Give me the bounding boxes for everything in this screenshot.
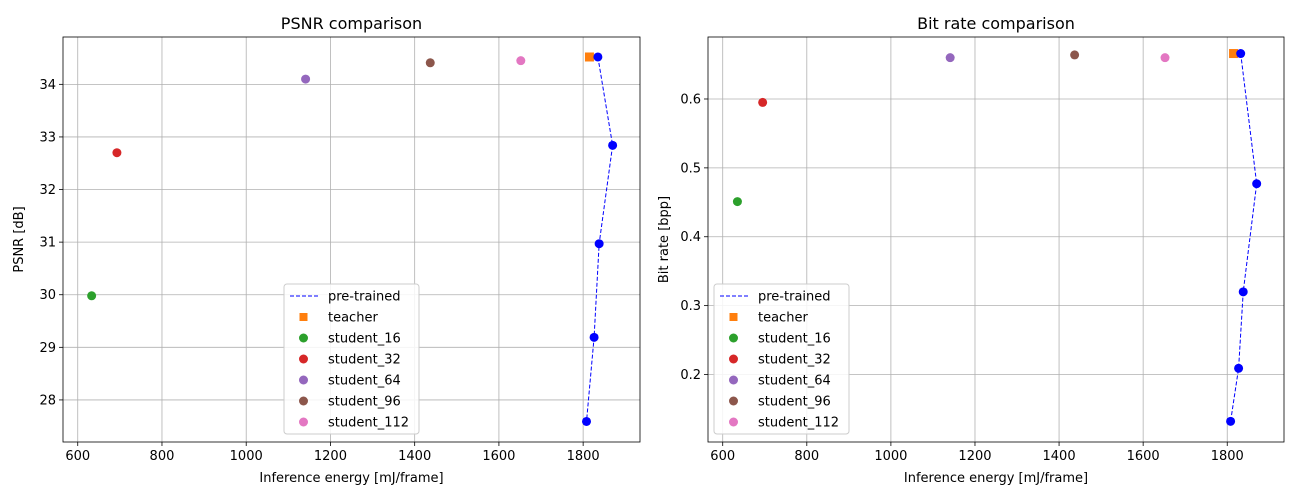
y-tick-label: 28 <box>39 393 56 408</box>
y-tick-label: 0.6 <box>680 92 701 107</box>
legend-student_112-marker <box>299 417 308 427</box>
legend-pretrained-label: pre-trained <box>758 290 831 305</box>
y-tick-label: 0.2 <box>680 368 701 383</box>
x-axis-label: Inference energy [mJ/frame] <box>259 471 443 486</box>
y-axis-label: PSNR [dB] <box>12 206 27 272</box>
legend-student_96-label: student_96 <box>758 395 831 410</box>
pretrained-point <box>608 140 618 150</box>
student_112-point <box>516 56 526 66</box>
pretrained-point <box>582 416 592 426</box>
bitrate-axes-frame <box>707 36 1285 443</box>
student_96-point <box>1070 50 1080 60</box>
y-tick-label: 0.3 <box>680 299 701 314</box>
student_112-point <box>1160 53 1170 63</box>
y-tick-label: 32 <box>39 183 56 198</box>
legend-student_96-marker <box>729 396 738 406</box>
legend-student_112-label: student_112 <box>758 416 839 431</box>
y-tick-label: 34 <box>39 78 56 93</box>
legend-student_64-label: student_64 <box>328 374 401 389</box>
x-axis-label: Inference energy [mJ/frame] <box>904 471 1088 486</box>
x-tick-label: 1400 <box>1043 449 1076 464</box>
teacher-point <box>584 52 594 62</box>
legend-student_64-marker <box>299 375 308 385</box>
legend-student_64-label: student_64 <box>758 374 831 389</box>
legend-teacher-marker <box>729 313 738 321</box>
x-tick-label: 1600 <box>1127 449 1160 464</box>
student_16-point <box>87 291 97 301</box>
y-tick-label: 30 <box>39 288 56 303</box>
student_32-point <box>112 148 122 158</box>
psnr-legend: pre-trained teacher student_16 student_32st… <box>283 283 420 435</box>
pretrained-point <box>1252 179 1262 189</box>
legend-teacher-marker <box>299 313 308 321</box>
y-axis-label: Bit rate [bpp] <box>657 196 672 283</box>
legend-student_32-label: student_32 <box>758 353 831 368</box>
x-tick-label: 600 <box>65 449 90 464</box>
pretrained-point <box>1236 49 1246 59</box>
pretrained-point <box>1238 287 1248 297</box>
psnr-title: PSNR comparison <box>281 14 422 33</box>
student_16-point <box>732 197 742 207</box>
pretrained-point <box>1226 416 1236 426</box>
student_64-point <box>945 53 955 63</box>
student_32-point <box>758 97 768 107</box>
legend-student_64-marker <box>729 375 738 385</box>
legend-pretrained-label: pre-trained <box>328 290 401 305</box>
bitrate-legend: pre-trained teacher student_16 student_32st… <box>713 283 850 435</box>
legend-student_96-label: student_96 <box>328 395 401 410</box>
x-tick-label: 1000 <box>230 449 263 464</box>
psnr-chart: PSNR comparison 600 800 1000 1200 1400 1600 180… <box>12 14 641 486</box>
y-tick-label: 0.5 <box>680 161 701 176</box>
x-tick-label: 800 <box>150 449 175 464</box>
pretrained-point <box>1234 363 1244 373</box>
legend-student_32-label: student_32 <box>328 353 401 368</box>
legend-student_32-marker <box>299 354 308 364</box>
legend-student_32-marker <box>729 354 738 364</box>
pretrained-point <box>594 239 604 249</box>
legend-student_16-marker <box>299 333 308 343</box>
bitrate-title: Bit rate comparison <box>917 14 1075 33</box>
legend-student_112-marker <box>729 417 738 427</box>
student_64-point <box>301 74 311 84</box>
student_96-point <box>425 58 435 68</box>
x-tick-label: 1200 <box>314 449 347 464</box>
legend-teacher-label: teacher <box>328 311 378 326</box>
x-tick-label: 1200 <box>958 449 991 464</box>
x-tick-label: 1800 <box>1211 449 1244 464</box>
teacher-point <box>1229 49 1239 59</box>
y-tick-label: 31 <box>39 236 56 251</box>
bitrate-chart: Bit rate comparison 600 800 1000 1200 1400 160… <box>657 14 1285 486</box>
x-tick-label: 1000 <box>874 449 907 464</box>
x-tick-label: 1800 <box>567 449 600 464</box>
legend-teacher-label: teacher <box>758 311 808 326</box>
x-tick-label: 1600 <box>482 449 515 464</box>
y-tick-label: 33 <box>39 130 56 145</box>
legend-student_16-marker <box>729 333 738 343</box>
legend-student_112-label: student_112 <box>328 416 409 431</box>
legend-student_96-marker <box>299 396 308 406</box>
y-tick-label: 29 <box>39 341 56 356</box>
legend-box <box>283 283 420 435</box>
y-tick-label: 0.4 <box>680 230 701 245</box>
x-tick-label: 600 <box>710 449 735 464</box>
pretrained-point <box>589 332 599 342</box>
x-tick-label: 800 <box>794 449 819 464</box>
legend-student_16-label: student_16 <box>328 332 401 347</box>
pretrained-point <box>593 52 603 62</box>
legend-box <box>713 283 850 435</box>
x-tick-label: 1400 <box>398 449 431 464</box>
psnr-axes-frame <box>62 36 641 443</box>
legend-student_16-label: student_16 <box>758 332 831 347</box>
